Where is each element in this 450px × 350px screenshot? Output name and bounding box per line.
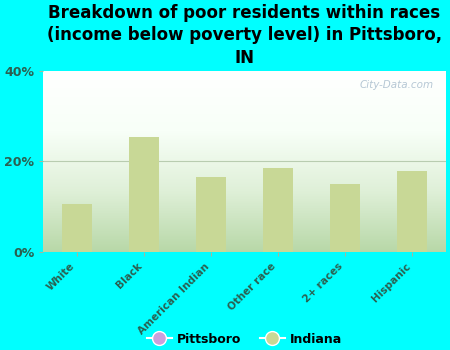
Legend: Pittsboro, Indiana: Pittsboro, Indiana	[142, 328, 347, 350]
Bar	[196, 177, 226, 252]
Bar	[62, 204, 92, 252]
Bar	[397, 170, 428, 252]
Bar	[263, 168, 293, 252]
Title: Breakdown of poor residents within races
(income below poverty level) in Pittsbo: Breakdown of poor residents within races…	[47, 4, 442, 66]
Bar	[129, 136, 159, 252]
Text: City-Data.com: City-Data.com	[360, 80, 434, 90]
Bar	[330, 184, 360, 252]
